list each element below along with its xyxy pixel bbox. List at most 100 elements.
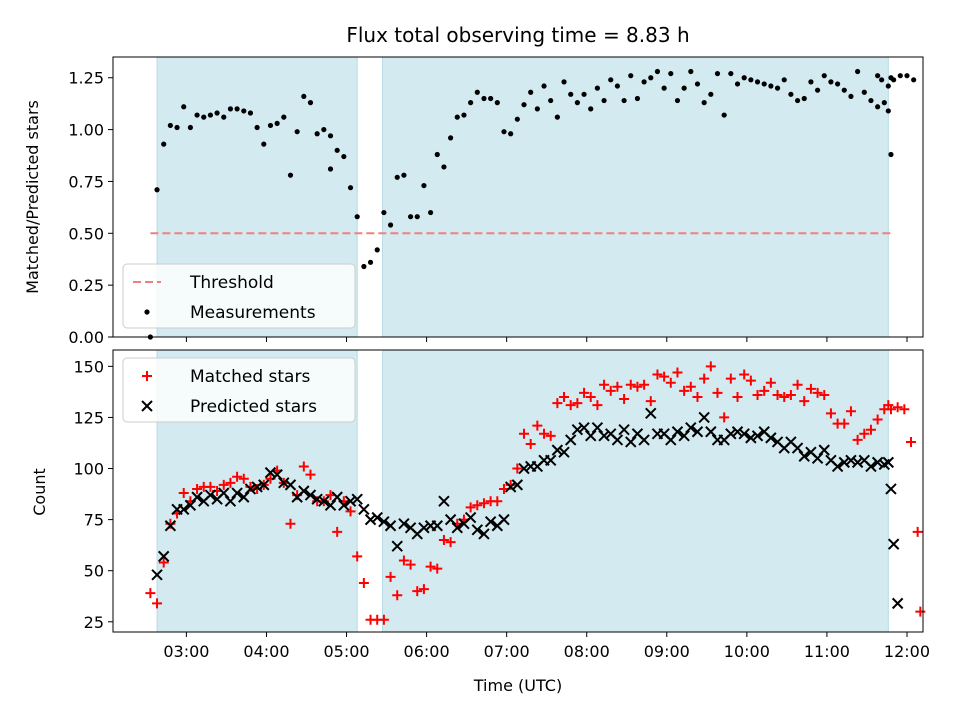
bot-x-point-1-100 [818,444,830,456]
top-dot-point-0-55 [508,131,514,137]
bot-plus-point-0-83 [699,373,710,384]
bot-x-point-1-55 [518,462,530,475]
top-dot-point-0-8 [201,114,207,120]
bottom-x-axis-label: Time (UTC) [473,676,562,695]
top-dot-point-0-15 [247,110,254,116]
bot-x-point-1-4 [178,503,190,516]
bot-plus-point-0-49 [472,500,483,511]
bot-x-point-1-70 [618,423,630,436]
bot-x-point-1-104 [845,454,857,467]
bot-plus-point-0-108 [865,424,876,435]
bot-plus-point-0-7 [192,483,203,494]
bot-x-point-1-61 [558,446,570,458]
bot-x-point-1-52 [498,513,510,526]
top-y-tick-label-0: 0.00 [68,328,104,347]
bot-x-point-1-81 [691,426,704,438]
chart-title: Flux total observing time = 8.83 h [346,23,689,47]
bot-y-tick-label-4: 125 [73,408,104,427]
top-y-tick-label-1: 0.25 [68,276,104,295]
bot-plus-point-0-11 [218,479,229,490]
bot-x-point-1-102 [831,460,844,473]
bot-x-point-1-83 [705,426,717,438]
bot-x-point-1-45 [451,522,463,534]
bot-legend-marker-1 [141,400,153,412]
top-dot-point-0-86 [714,70,721,77]
top-legend-box [122,263,356,329]
bot-x-point-1-99 [811,452,824,465]
bot-plus-point-0-113 [892,402,903,413]
top-dot-point-0-72 [621,97,627,104]
bot-plus-point-0-102 [825,408,836,419]
bot-x-tick-label-8: 11:00 [804,642,850,661]
bot-x-point-1-105 [851,456,864,469]
bot-plus-point-0-57 [525,439,536,449]
bot-x-point-1-43 [438,495,450,507]
top-dot-point-0-82 [688,68,694,75]
bot-x-point-1-33 [371,511,383,524]
top-dot-point-0-11 [221,114,227,120]
top-dot-point-0-67 [588,106,594,112]
top-dot-point-0-116 [897,73,903,79]
top-legend-label-0: Threshold [189,273,274,293]
bot-y-tick-label-2: 75 [84,511,104,530]
bot-plus-point-0-2 [158,557,169,568]
top-dot-point-0-84 [701,100,707,106]
top-dot-point-0-36 [381,209,387,216]
bot-plus-point-0-65 [579,387,590,398]
top-dot-point-0-117 [904,73,910,79]
bot-x-point-1-60 [551,444,564,456]
bot-plus-point-0-42 [425,561,436,572]
top-dot-point-0-96 [781,77,787,83]
top-dot-point-0-46 [448,135,454,141]
top-dot-point-0-59 [534,106,540,112]
bot-x-point-1-90 [751,430,764,442]
bot-x-point-1-42 [431,520,443,532]
bot-plus-point-0-5 [178,488,189,499]
bot-x-point-1-44 [444,513,457,526]
top-y-tick-label-4: 1.00 [68,121,104,140]
bot-x-point-1-111 [885,483,897,495]
top-dot-point-0-73 [628,73,634,79]
bot-plus-point-0-92 [759,385,770,396]
bot-x-point-1-20 [284,479,297,491]
top-dot-point-0-20 [281,114,287,120]
bot-x-point-1-80 [685,421,697,434]
top-y-tick-label-5: 1.25 [68,69,104,88]
bot-x-point-1-54 [511,479,524,491]
bot-x-point-1-2 [164,520,177,532]
top-dot-point-0-58 [528,89,534,95]
bot-x-tick-label-5: 08:00 [564,642,610,661]
bot-plus-point-0-9 [205,481,216,492]
bot-plus-point-0-50 [478,498,489,509]
bot-plus-point-0-45 [445,537,456,548]
top-dot-point-0-71 [614,83,621,89]
bot-plus-point-0-87 [725,373,736,384]
bot-x-point-1-8 [204,489,217,501]
bot-plus-point-0-96 [785,389,796,400]
bot-x-point-1-77 [665,434,677,446]
bot-plus-point-0-116 [912,526,923,537]
bot-plus-point-0-60 [545,430,556,441]
top-dot-point-0-94 [768,83,774,89]
top-dot-point-0-64 [568,91,574,97]
bot-plus-point-0-76 [652,369,663,380]
bot-x-point-1-22 [298,485,310,497]
top-dot-point-0-13 [234,106,240,112]
top-dot-point-0-89 [734,81,741,87]
bottom-legend: Matched stars Predicted stars [122,357,356,423]
top-dot-point-0-42 [421,182,427,189]
top-dot-point-0-81 [681,85,687,91]
top-dot-point-0-102 [821,73,827,79]
panel-bottom: 03:00 04:00 05:00 06:00 07:00 08:00 09:00 10:00… [30,349,930,695]
bot-plus-point-0-31 [352,551,363,562]
bot-x-point-1-107 [865,460,877,473]
bot-plus-point-0-89 [739,369,750,380]
top-dot-point-0-57 [521,102,527,108]
bot-plus-point-0-35 [378,614,389,625]
top-dot-point-0-62 [554,114,560,120]
bot-plus-point-0-70 [612,381,623,392]
top-dot-point-0-97 [788,91,794,97]
bot-x-point-1-73 [638,434,650,446]
bot-plus-point-0-81 [685,381,696,392]
top-dot-point-0-39 [401,172,407,178]
